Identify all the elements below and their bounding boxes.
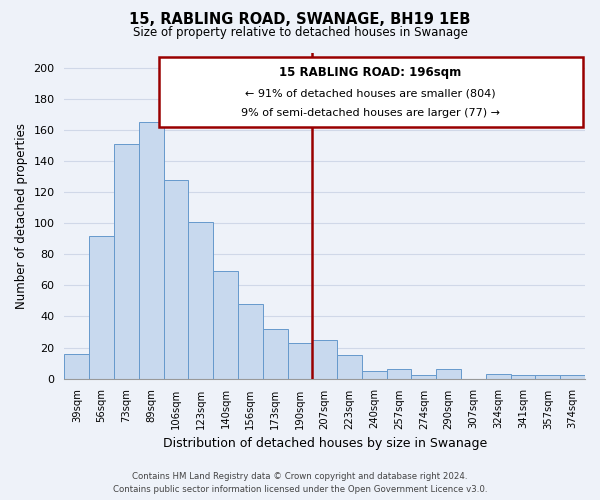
Bar: [238, 304, 263, 378]
Bar: [89, 236, 114, 378]
Bar: [313, 340, 337, 378]
Bar: [287, 343, 313, 378]
Bar: [486, 374, 511, 378]
X-axis label: Distribution of detached houses by size in Swanage: Distribution of detached houses by size …: [163, 437, 487, 450]
Bar: [535, 376, 560, 378]
Bar: [213, 272, 238, 378]
Text: Contains HM Land Registry data © Crown copyright and database right 2024.: Contains HM Land Registry data © Crown c…: [132, 472, 468, 481]
Bar: [114, 144, 139, 378]
Bar: [386, 370, 412, 378]
Text: 15, RABLING ROAD, SWANAGE, BH19 1EB: 15, RABLING ROAD, SWANAGE, BH19 1EB: [130, 12, 470, 28]
Bar: [436, 370, 461, 378]
Text: Size of property relative to detached houses in Swanage: Size of property relative to detached ho…: [133, 26, 467, 39]
Text: 15 RABLING ROAD: 196sqm: 15 RABLING ROAD: 196sqm: [280, 66, 461, 79]
Bar: [263, 329, 287, 378]
Bar: [362, 371, 386, 378]
Bar: [139, 122, 164, 378]
Text: ← 91% of detached houses are smaller (804): ← 91% of detached houses are smaller (80…: [245, 88, 496, 99]
Bar: [511, 376, 535, 378]
Y-axis label: Number of detached properties: Number of detached properties: [15, 122, 28, 308]
Text: 9% of semi-detached houses are larger (77) →: 9% of semi-detached houses are larger (7…: [241, 108, 500, 118]
Bar: [64, 354, 89, 378]
Bar: [412, 376, 436, 378]
Bar: [188, 222, 213, 378]
Bar: [164, 180, 188, 378]
Bar: [560, 376, 585, 378]
Bar: [337, 356, 362, 378]
Text: Contains public sector information licensed under the Open Government Licence v3: Contains public sector information licen…: [113, 484, 487, 494]
